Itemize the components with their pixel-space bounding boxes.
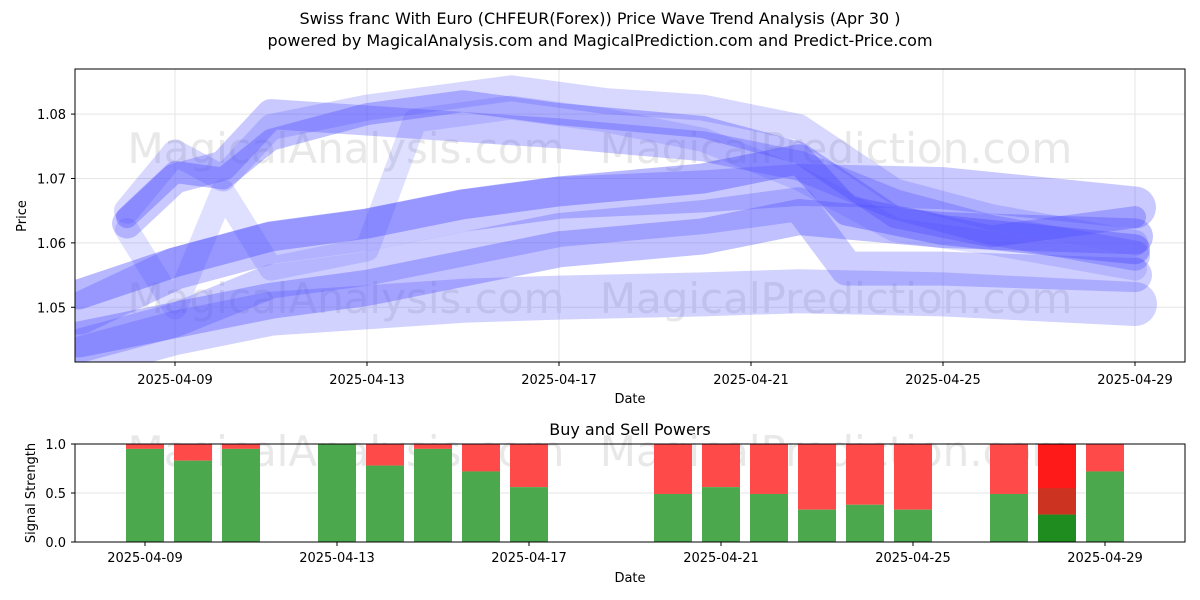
sell-power-bar <box>846 444 884 505</box>
powers-bars <box>126 444 1124 542</box>
y-tick-label: 0.5 <box>45 487 66 502</box>
price-plot-area <box>75 69 1185 362</box>
sell-power-bar <box>222 444 260 449</box>
x-tick-label: 2025-04-29 <box>1067 551 1143 566</box>
sell-power-bar-mid <box>1038 488 1076 515</box>
wave-line <box>112 99 1150 271</box>
buy-power-bar <box>702 487 740 542</box>
buy-power-bar <box>222 448 260 542</box>
buy-power-bar <box>414 448 452 542</box>
sell-power-bar <box>414 444 452 449</box>
y-tick-label: 1.06 <box>37 237 66 252</box>
buy-power-bar <box>846 504 884 542</box>
wave-line <box>75 199 1153 358</box>
sell-power-bar <box>174 444 212 461</box>
y-tick-label: 0.0 <box>45 536 66 551</box>
sell-power-bar <box>894 444 932 510</box>
sell-power-bar <box>510 444 548 488</box>
sell-power-bar <box>462 444 500 472</box>
watermark-left: MagicalAnalysis.com <box>128 274 565 323</box>
buy-power-bar <box>798 509 836 542</box>
price-y-axis-label: Price <box>15 200 30 232</box>
buy-power-bar <box>462 471 500 542</box>
y-tick-label: 1.08 <box>37 108 66 123</box>
buy-power-bar <box>750 493 788 542</box>
x-tick-label: 2025-04-13 <box>299 551 375 566</box>
sell-power-bar <box>990 444 1028 494</box>
price-wave-lines <box>75 75 1157 362</box>
powers-axis-ticks: 2025-04-09 2025-04-13 2025-04-17 2025-04-21… <box>45 438 1142 566</box>
buy-power-bar <box>510 487 548 542</box>
wave-line <box>116 90 1146 248</box>
chart-title: Swiss franc With Euro (CHFEUR(Forex)) Pr… <box>299 9 901 28</box>
buy-power-bar <box>1038 514 1076 542</box>
price-plot-border <box>74 68 1186 363</box>
x-tick-label: 2025-04-21 <box>683 551 759 566</box>
powers-x-axis-label: Date <box>614 571 645 586</box>
buy-power-bar <box>654 493 692 542</box>
wave-line <box>114 75 1148 256</box>
buy-power-bar <box>990 493 1028 542</box>
sell-power-bar <box>702 444 740 488</box>
watermark-right: MagicalPrediction.com <box>600 274 1073 323</box>
sell-power-bar <box>126 444 164 449</box>
wave-line <box>75 187 1152 362</box>
buy-power-bar <box>1086 471 1124 542</box>
x-tick-label: 2025-04-29 <box>1097 373 1173 388</box>
buy-power-bar <box>174 460 212 542</box>
price-watermarks: MagicalAnalysis.com MagicalPrediction.co… <box>128 124 1073 323</box>
y-tick-label: 1.0 <box>45 438 66 453</box>
x-tick-label: 2025-04-17 <box>491 551 567 566</box>
powers-chart-title: Buy and Sell Powers <box>549 420 711 439</box>
powers-y-axis-label: Signal Strength <box>24 443 39 543</box>
y-tick-label: 1.05 <box>37 301 66 316</box>
wave-line <box>75 269 1157 362</box>
x-tick-label: 2025-04-25 <box>905 373 981 388</box>
buy-power-bar <box>894 509 932 542</box>
x-tick-label: 2025-04-09 <box>137 373 213 388</box>
sell-power-bar <box>798 444 836 510</box>
buy-power-bar <box>126 448 164 542</box>
sell-power-bar <box>1086 444 1124 472</box>
wave-line <box>75 144 1150 310</box>
watermark-right: MagicalPrediction.com <box>600 124 1073 173</box>
y-tick-label: 1.07 <box>37 172 66 187</box>
sell-power-bar <box>750 444 788 494</box>
buy-power-bar <box>318 444 356 542</box>
x-tick-label: 2025-04-17 <box>521 373 597 388</box>
wave-line <box>75 163 1156 335</box>
watermark-left: MagicalAnalysis.com <box>128 124 565 173</box>
x-tick-label: 2025-04-25 <box>875 551 951 566</box>
wave-line <box>115 95 1147 320</box>
price-x-axis-label: Date <box>614 392 645 407</box>
sell-power-bar <box>654 444 692 494</box>
x-tick-label: 2025-04-09 <box>107 551 183 566</box>
x-tick-label: 2025-04-21 <box>713 373 789 388</box>
price-axis-ticks: 2025-04-09 2025-04-13 2025-04-17 2025-04-21… <box>37 108 1173 388</box>
x-tick-label: 2025-04-13 <box>329 373 405 388</box>
buy-power-bar <box>366 465 404 542</box>
price-grid <box>75 69 1185 362</box>
sell-power-bar <box>366 444 404 466</box>
chart-subtitle: powered by MagicalAnalysis.com and Magic… <box>267 31 933 50</box>
